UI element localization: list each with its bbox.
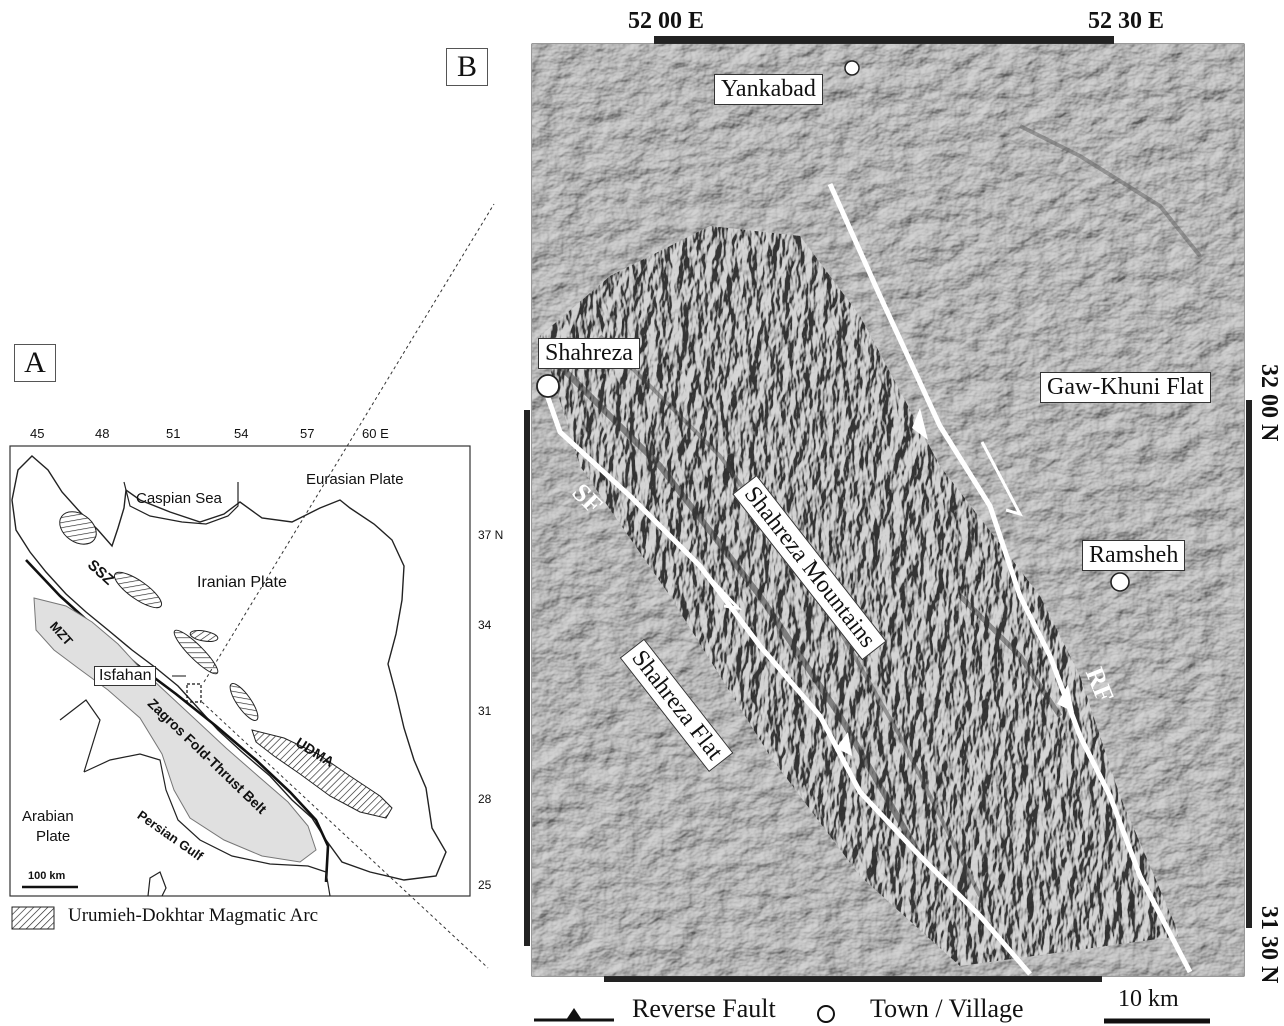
strike-slip-arrow-ramsheh bbox=[980, 441, 1023, 517]
coord-52-00e: 52 00 E bbox=[628, 8, 705, 34]
legend-hatch-swatch bbox=[11, 906, 55, 930]
lon-tick-57: 57 bbox=[300, 426, 315, 441]
coord-32-00n: 32 00 N bbox=[1256, 364, 1282, 442]
ramsheh-label: Ramsheh bbox=[1082, 540, 1186, 571]
study-area-box bbox=[186, 683, 202, 703]
eurasian-plate-label: Eurasian Plate bbox=[306, 471, 404, 488]
legend-reverse-fault: Reverse Fault bbox=[632, 994, 776, 1023]
panel-b-label: B bbox=[446, 48, 488, 86]
gaw-khuni-label: Gaw-Khuni Flat bbox=[1040, 372, 1211, 403]
iran-index-map bbox=[9, 203, 495, 969]
fault-triangle-2 bbox=[1057, 684, 1074, 712]
lon-tick-48: 48 bbox=[95, 426, 110, 441]
fault-triangle-3 bbox=[836, 732, 852, 756]
panel-a-label: A bbox=[14, 344, 56, 382]
coord-31-30n: 31 30 N bbox=[1256, 906, 1282, 984]
lon-tick-51: 51 bbox=[166, 426, 181, 441]
legend-town-village: Town / Village bbox=[870, 994, 1024, 1023]
legend-symbols bbox=[534, 1005, 1210, 1024]
yankabad-label: Yankabad bbox=[714, 74, 823, 105]
ramsheh-fault bbox=[827, 182, 1193, 974]
lat-tick-37: 37 N bbox=[478, 528, 504, 542]
arabian-coast bbox=[59, 699, 101, 773]
lat-tick-34: 34 bbox=[478, 618, 492, 632]
leader-line-bottom bbox=[201, 701, 489, 969]
iranian-plate-label: Iranian Plate bbox=[197, 574, 287, 591]
coord-52-30e: 52 30 E bbox=[1088, 8, 1165, 34]
fault-triangle-1 bbox=[912, 408, 928, 440]
shahreza-town bbox=[536, 374, 560, 398]
legend-scale: 10 km bbox=[1118, 986, 1179, 1012]
zagros-belt bbox=[33, 597, 317, 863]
qatar bbox=[147, 871, 167, 897]
panel-a-frame bbox=[9, 445, 471, 897]
caspian-sea-label: Caspian Sea bbox=[136, 490, 222, 507]
lat-tick-25: 25 bbox=[478, 878, 492, 892]
arabian-label-1: Arabian bbox=[22, 808, 74, 825]
panel-a-scale-label: 100 km bbox=[28, 870, 66, 882]
udma-belt bbox=[251, 729, 393, 819]
caspian-coast bbox=[123, 481, 239, 525]
ramsheh-town bbox=[1110, 572, 1130, 592]
lon-tick-60: 60 E bbox=[362, 426, 389, 441]
isfahan-label: Isfahan bbox=[94, 666, 157, 686]
arabian-label-2: Plate bbox=[36, 828, 71, 845]
shahreza-label: Shahreza bbox=[538, 338, 640, 369]
strike-slip-arrow-shahreza bbox=[678, 544, 743, 611]
lon-tick-54: 54 bbox=[234, 426, 249, 441]
yankabad-town bbox=[844, 60, 860, 76]
lat-tick-31: 31 bbox=[478, 704, 492, 718]
relief-map bbox=[524, 36, 1252, 982]
lat-tick-28: 28 bbox=[478, 792, 492, 806]
persian-gulf-coast bbox=[83, 753, 331, 897]
shahreza-fault bbox=[543, 391, 1032, 976]
legend-arc-label: Urumieh-Dokhtar Magmatic Arc bbox=[68, 905, 319, 926]
lon-tick-45: 45 bbox=[30, 426, 45, 441]
